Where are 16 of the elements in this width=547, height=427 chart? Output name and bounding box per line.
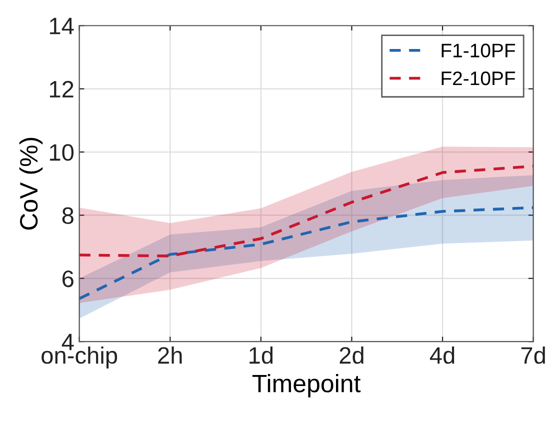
x-axis-title: Timepoint (252, 374, 361, 398)
y-tick-label: 12 (50, 80, 74, 98)
y-tick-label: 14 (50, 18, 74, 34)
y-tick-label: 6 (62, 270, 74, 288)
x-tick-label: 4d (430, 346, 454, 364)
x-tick-label: 7d (521, 346, 545, 364)
x-tick-label: 2d (340, 346, 364, 364)
y-tick-label: 8 (62, 207, 74, 224)
line-series (79, 206, 534, 300)
legend-label: F2-10PF (442, 71, 516, 86)
legend-label: F1-10PF (442, 44, 516, 58)
x-tick-label: 2h (158, 346, 182, 364)
y-tick-label: 10 (50, 144, 74, 161)
y-axis-title: CoV (%) (19, 138, 43, 230)
line-series (79, 164, 534, 258)
x-tick-label: 1d (250, 346, 273, 364)
